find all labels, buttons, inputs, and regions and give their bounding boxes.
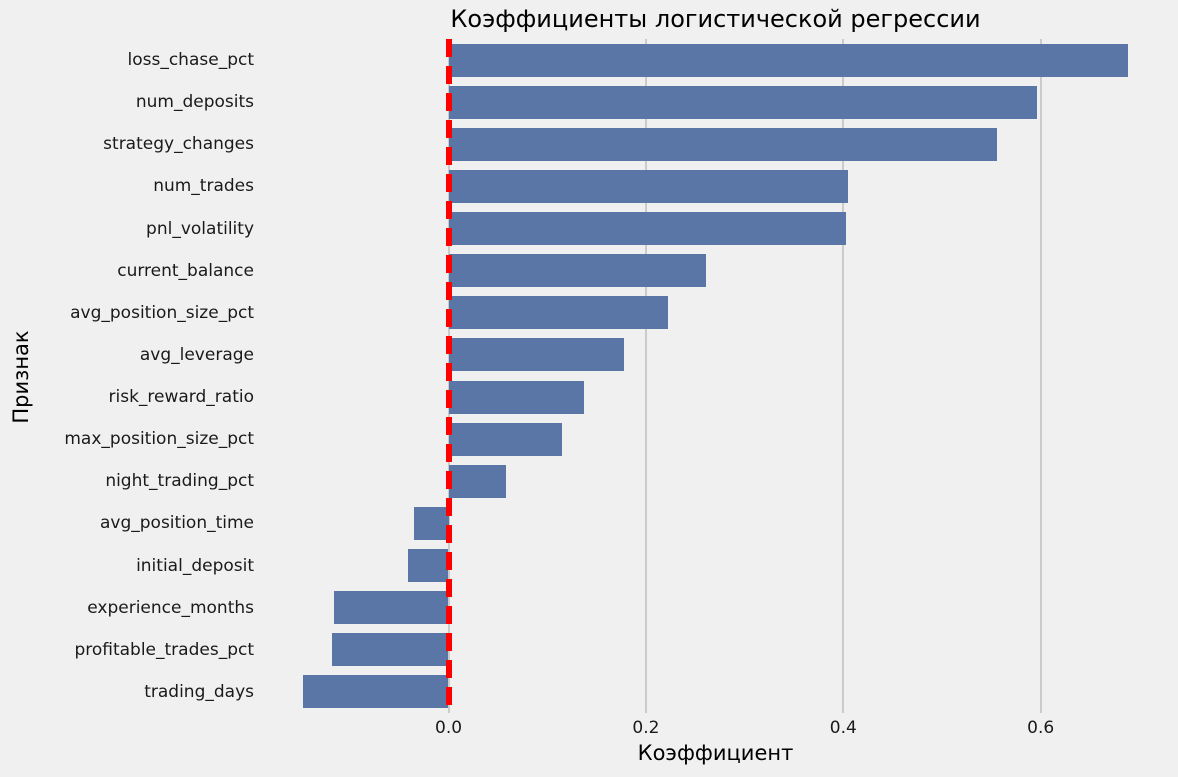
y-tick-label: avg_leverage — [139, 345, 254, 365]
bar — [449, 338, 624, 371]
y-tick-label: initial_deposit — [136, 556, 254, 576]
y-tick-label: risk_reward_ratio — [108, 387, 255, 407]
gridline — [644, 39, 647, 713]
bar — [449, 44, 1128, 77]
y-tick-label: current_balance — [117, 261, 254, 281]
y-tick-label: pnl_volatility — [146, 219, 254, 239]
x-axis-label: Коэффициент — [637, 741, 794, 765]
x-tick-label: 0.6 — [1027, 718, 1055, 738]
bar — [449, 254, 706, 287]
bar — [449, 86, 1037, 119]
y-tick-label: trading_days — [144, 682, 254, 702]
y-tick-label: avg_position_size_pct — [70, 303, 254, 323]
bar — [449, 465, 506, 498]
y-tick-label: profitable_trades_pct — [74, 640, 254, 660]
y-tick-label: night_trading_pct — [105, 471, 254, 491]
bar — [449, 212, 846, 245]
bar — [449, 381, 584, 414]
y-tick-label: num_deposits — [135, 92, 254, 112]
bar — [414, 507, 449, 540]
y-tick-label: avg_position_time — [99, 513, 254, 533]
y-tick-label: num_trades — [153, 176, 254, 196]
bar — [332, 633, 448, 666]
y-tick-label: strategy_changes — [103, 134, 254, 154]
bar — [449, 296, 668, 329]
zero-reference-line — [445, 39, 452, 713]
gridline — [1039, 39, 1042, 713]
y-tick-label: max_position_size_pct — [64, 429, 254, 449]
bar — [449, 423, 562, 456]
bar — [408, 549, 448, 582]
x-tick-label: 0.2 — [632, 718, 660, 738]
y-tick-label: experience_months — [87, 598, 254, 618]
chart-title: Коэффициенты логистической регрессии — [450, 5, 981, 33]
y-tick-label: loss_chase_pct — [127, 50, 255, 70]
bar — [449, 170, 848, 203]
bar — [334, 591, 448, 624]
x-tick-label: 0.0 — [435, 718, 463, 738]
x-tick-label: 0.4 — [829, 718, 857, 738]
bar — [449, 128, 997, 161]
gridline — [842, 39, 845, 713]
bar — [303, 675, 448, 708]
